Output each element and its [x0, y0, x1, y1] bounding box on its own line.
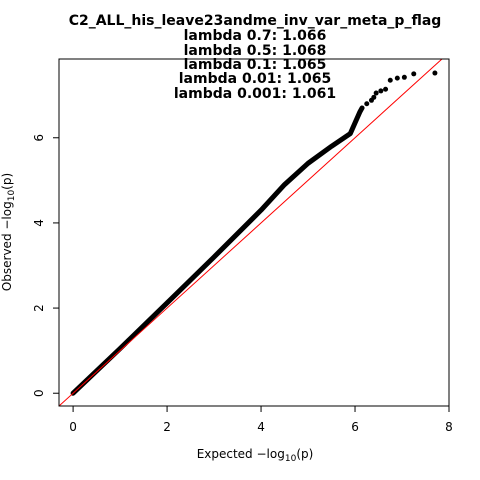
qq-points-dense	[70, 105, 365, 396]
qq-point	[394, 75, 400, 81]
lambda-0.01-subtitle: lambda 0.01: 1.065	[178, 71, 332, 87]
qq-point	[401, 74, 407, 80]
qq-point	[373, 90, 379, 96]
chart-title: C2_ALL_his_leave23andme_inv_var_meta_p_f…	[68, 13, 442, 29]
y-tick-label: 6	[32, 134, 46, 142]
y-axis-label: Observed −log10(p)	[0, 173, 17, 291]
y-tick-label: 2	[32, 304, 46, 312]
x-axis-label: Expected −log10(p)	[197, 447, 314, 464]
qq-point	[432, 70, 438, 76]
lambda-0.7-subtitle: lambda 0.7: 1.066	[183, 28, 327, 44]
x-tick-label: 6	[351, 420, 359, 434]
qq-point	[383, 86, 389, 92]
plot-frame	[58, 58, 450, 407]
y-tick-label: 0	[32, 389, 46, 397]
y-tick-label: 4	[32, 219, 46, 227]
lambda-0.1-subtitle: lambda 0.1: 1.065	[183, 57, 327, 73]
x-tick-label: 8	[445, 420, 453, 434]
reference-line	[59, 59, 443, 406]
x-tick-label: 2	[163, 420, 171, 434]
x-tick-label: 0	[69, 420, 77, 434]
lambda-0.5-subtitle: lambda 0.5: 1.068	[183, 43, 327, 59]
qq-point	[364, 101, 370, 107]
qq-point	[371, 94, 377, 100]
x-tick-label: 4	[257, 420, 265, 434]
qq-point	[387, 77, 393, 83]
qq-point	[411, 71, 417, 77]
lambda-0.001-subtitle: lambda 0.001: 1.061	[173, 86, 337, 102]
qq-point	[378, 88, 384, 94]
